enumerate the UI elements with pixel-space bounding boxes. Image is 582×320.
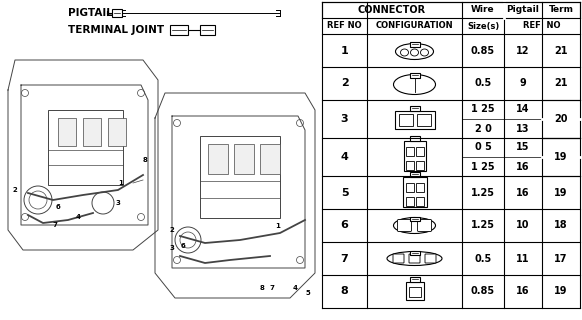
Text: PIGTAIL: PIGTAIL [68,8,113,18]
FancyBboxPatch shape [410,106,420,111]
Text: 2: 2 [13,187,17,193]
FancyBboxPatch shape [234,144,254,174]
FancyBboxPatch shape [410,217,420,220]
Text: 0 5: 0 5 [474,142,491,153]
Text: 2 0: 2 0 [474,124,491,133]
FancyBboxPatch shape [410,276,420,282]
FancyBboxPatch shape [417,220,431,231]
Text: 11: 11 [516,253,530,263]
FancyBboxPatch shape [410,251,420,254]
FancyBboxPatch shape [170,25,188,35]
Text: 7: 7 [340,253,349,263]
Text: REF NO: REF NO [327,21,362,30]
Text: CONFIGURATION: CONFIGURATION [376,21,453,30]
FancyBboxPatch shape [417,114,431,126]
FancyBboxPatch shape [416,182,424,191]
Text: 3: 3 [116,200,120,206]
FancyBboxPatch shape [406,147,413,156]
Text: 1 25: 1 25 [471,105,495,115]
Text: 2: 2 [340,78,349,89]
Text: 18: 18 [554,220,568,230]
Text: 12: 12 [516,45,530,55]
Text: Pigtail: Pigtail [506,5,540,14]
FancyBboxPatch shape [403,177,427,206]
FancyBboxPatch shape [83,118,101,146]
Text: 14: 14 [516,105,530,115]
Text: 8: 8 [143,157,147,163]
FancyBboxPatch shape [108,118,126,146]
Text: 19: 19 [554,188,568,197]
Text: 21: 21 [554,45,568,55]
Text: TERMINAL JOINT: TERMINAL JOINT [68,25,164,35]
FancyBboxPatch shape [393,254,404,263]
FancyBboxPatch shape [410,42,420,46]
Text: REF  NO: REF NO [523,21,560,30]
Text: Wire: Wire [471,5,495,14]
Text: 5: 5 [340,188,348,197]
Text: 9: 9 [520,78,526,89]
FancyBboxPatch shape [112,9,122,17]
FancyBboxPatch shape [260,144,280,174]
FancyBboxPatch shape [409,286,421,297]
FancyBboxPatch shape [403,141,425,171]
Text: 1: 1 [340,45,349,55]
FancyBboxPatch shape [406,161,413,170]
Text: Term: Term [548,5,573,14]
Text: 6: 6 [340,220,349,230]
FancyBboxPatch shape [406,282,424,300]
Text: 8: 8 [260,285,264,291]
FancyBboxPatch shape [406,196,413,205]
Text: 1 25: 1 25 [471,162,495,172]
Text: 4: 4 [76,214,80,220]
FancyBboxPatch shape [395,111,435,129]
Text: 5: 5 [306,290,310,296]
Text: 16: 16 [516,188,530,197]
FancyBboxPatch shape [416,147,424,156]
FancyBboxPatch shape [410,172,420,177]
Text: 0.85: 0.85 [471,45,495,55]
Text: 6: 6 [180,243,186,249]
Text: 17: 17 [554,253,568,263]
Text: 7: 7 [52,222,58,228]
FancyBboxPatch shape [406,182,413,191]
Text: 4: 4 [293,285,297,291]
Text: 8: 8 [340,286,349,297]
Text: 0.5: 0.5 [474,253,492,263]
Text: 3: 3 [169,245,175,251]
Text: 15: 15 [516,142,530,153]
Text: 21: 21 [554,78,568,89]
Text: 1: 1 [275,223,281,229]
FancyBboxPatch shape [399,114,413,126]
Text: 1.25: 1.25 [471,188,495,197]
Text: 2: 2 [169,227,175,233]
FancyBboxPatch shape [200,25,215,35]
Text: CONNECTOR: CONNECTOR [358,5,426,15]
FancyBboxPatch shape [409,254,420,263]
Text: Size(s): Size(s) [467,21,499,30]
Text: 10: 10 [516,220,530,230]
Text: 0.5: 0.5 [474,78,492,89]
FancyBboxPatch shape [398,220,411,231]
FancyBboxPatch shape [425,254,436,263]
Text: 6: 6 [56,204,61,210]
Text: 7: 7 [269,285,275,291]
Text: 16: 16 [516,162,530,172]
FancyBboxPatch shape [208,144,228,174]
FancyBboxPatch shape [410,136,420,141]
Text: 3: 3 [340,114,348,124]
Text: 4: 4 [340,152,349,162]
FancyBboxPatch shape [58,118,76,146]
Text: 20: 20 [554,114,568,124]
FancyBboxPatch shape [410,73,420,77]
Text: 0.85: 0.85 [471,286,495,297]
Text: 16: 16 [516,286,530,297]
FancyBboxPatch shape [416,196,424,205]
Text: 1: 1 [119,180,123,186]
Text: 13: 13 [516,124,530,133]
Text: 1.25: 1.25 [471,220,495,230]
Text: 19: 19 [554,286,568,297]
FancyBboxPatch shape [416,161,424,170]
Text: 19: 19 [554,152,568,162]
